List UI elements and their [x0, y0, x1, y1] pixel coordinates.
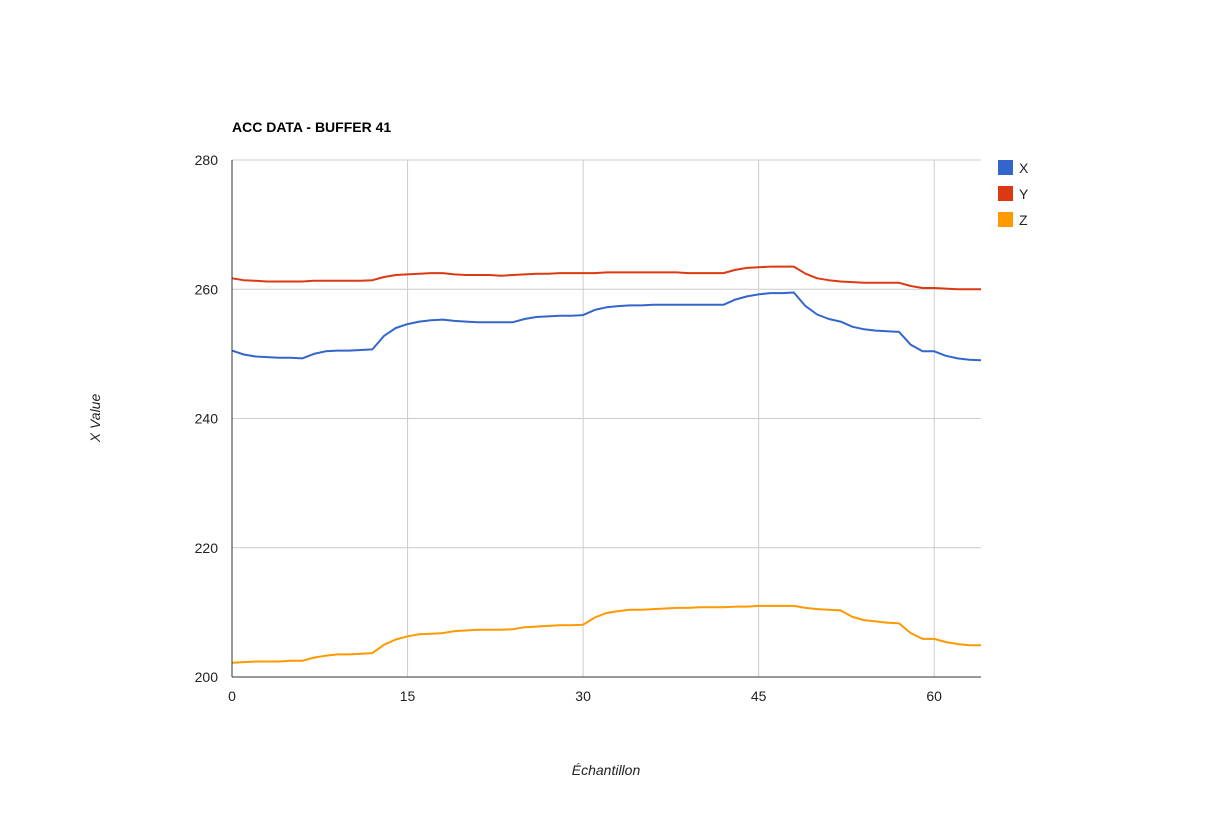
x-tick-label: 45 [751, 688, 767, 704]
chart-title: ACC DATA - BUFFER 41 [232, 119, 391, 135]
legend-swatch-y [998, 186, 1013, 201]
series-line-x [231, 291, 982, 362]
gridlines [231, 159, 981, 678]
x-tick-label: 15 [400, 688, 416, 704]
legend-swatch-x [998, 160, 1013, 175]
axes [231, 160, 981, 678]
y-tick-label: 200 [195, 669, 219, 685]
legend-label-y: Y [1019, 186, 1029, 202]
axis-ticks: 200 220 240 260 280 0 15 30 45 60 [195, 152, 943, 704]
series-lines [231, 265, 982, 664]
y-tick-label: 280 [195, 152, 219, 168]
x-tick-label: 60 [926, 688, 942, 704]
legend-label-x: X [1019, 160, 1029, 176]
x-tick-label: 30 [575, 688, 591, 704]
y-axis-title: X Value [87, 394, 103, 444]
legend-label-z: Z [1019, 212, 1028, 228]
y-tick-label: 240 [195, 411, 219, 427]
y-tick-label: 260 [195, 281, 219, 297]
x-tick-label: 0 [228, 688, 236, 704]
legend: XYZ [998, 160, 1029, 228]
legend-swatch-z [998, 212, 1013, 227]
series-line-y [231, 265, 981, 291]
y-tick-label: 220 [195, 540, 219, 556]
x-axis-title: Échantillon [572, 762, 641, 778]
series-line-z [231, 604, 981, 664]
